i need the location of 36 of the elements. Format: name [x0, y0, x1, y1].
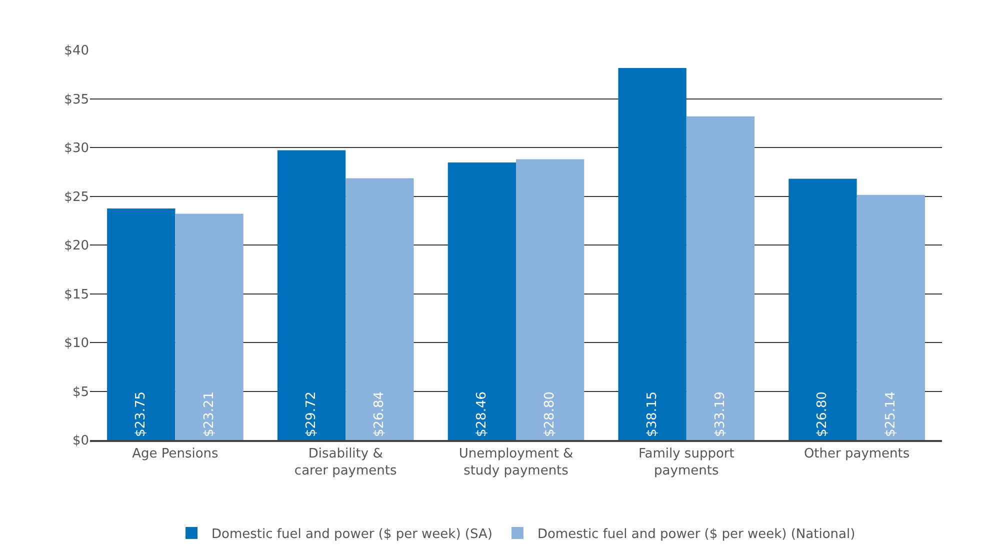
data-label: $26.80 — [815, 392, 830, 437]
y-tick-label: $0 — [72, 434, 89, 449]
data-label: $23.75 — [134, 392, 149, 437]
data-label: $26.84 — [372, 392, 388, 437]
data-label: $33.19 — [712, 392, 728, 437]
y-tick-label: $40 — [64, 44, 89, 59]
bar — [448, 162, 516, 440]
bar — [516, 159, 584, 440]
data-label: $28.46 — [474, 392, 490, 437]
y-tick-label: $30 — [64, 141, 89, 156]
bar — [175, 214, 244, 440]
bar — [618, 68, 686, 440]
bar — [686, 116, 755, 440]
data-label: $29.72 — [304, 392, 320, 437]
bar — [856, 194, 925, 440]
x-tick-label: Unemployment & study payments — [458, 446, 574, 478]
data-label: $25.14 — [883, 392, 898, 437]
bar — [107, 208, 176, 440]
x-tick-label: Disability & carer payments — [294, 446, 397, 478]
data-label: $38.15 — [644, 392, 660, 437]
y-tick-label: $20 — [64, 238, 89, 254]
x-tick-label: Other payments — [804, 446, 910, 462]
legend-label: Domestic fuel and power ($ per week) (SA) — [212, 527, 492, 542]
x-tick-label: Age Pensions — [132, 446, 219, 462]
y-tick-label: $15 — [64, 287, 89, 302]
bar — [346, 178, 414, 440]
y-tick-label: $5 — [72, 384, 89, 400]
legend-label: Domestic fuel and power ($ per week) (National) — [537, 527, 856, 542]
y-tick-label: $35 — [64, 92, 89, 108]
y-tick-label: $25 — [64, 190, 89, 205]
data-label: $28.80 — [542, 392, 558, 437]
y-tick-label: $10 — [64, 336, 89, 352]
data-label: $23.21 — [202, 392, 217, 437]
x-tick-label: Family support payments — [638, 446, 734, 478]
bar — [277, 150, 346, 440]
bar — [788, 178, 857, 440]
